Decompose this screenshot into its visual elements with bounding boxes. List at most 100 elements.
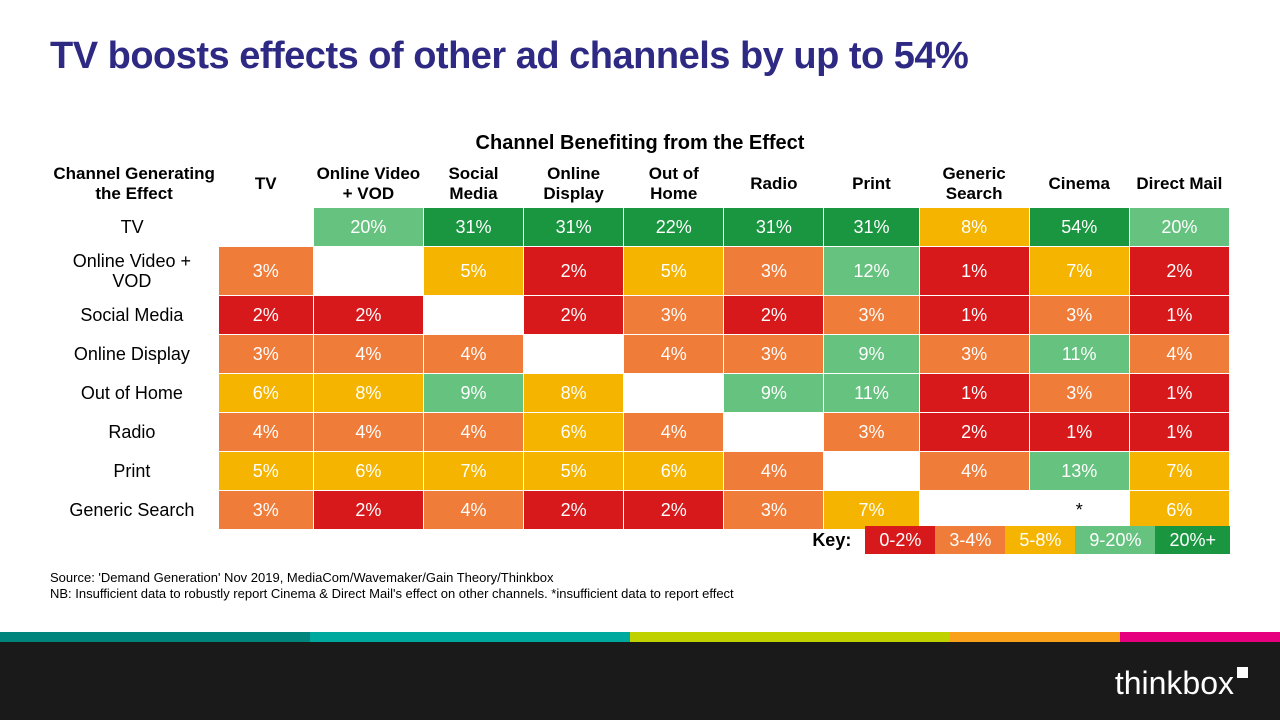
corner-label: Channel Generating the Effect <box>50 160 218 208</box>
table-row: TV20%31%31%22%31%31%8%54%20% <box>50 208 1230 247</box>
matrix-cell: 5% <box>218 452 313 491</box>
matrix-cell: 7% <box>1029 247 1129 296</box>
matrix-cell: 13% <box>1029 452 1129 491</box>
matrix-cell: 3% <box>824 296 919 335</box>
stripe-segment <box>0 632 310 642</box>
logo-text: thinkbox <box>1115 665 1234 702</box>
matrix-cell: 3% <box>624 296 724 335</box>
matrix-cell <box>919 491 1029 530</box>
matrix-cell: 4% <box>218 413 313 452</box>
matrix-cell: 3% <box>724 335 824 374</box>
row-label: Online Display <box>50 335 218 374</box>
matrix-cell <box>524 335 624 374</box>
col-header: Social Media <box>423 160 523 208</box>
matrix-cell: 2% <box>218 296 313 335</box>
row-label: TV <box>50 208 218 247</box>
matrix-cell: 6% <box>524 413 624 452</box>
matrix-cell: 4% <box>313 413 423 452</box>
matrix-cell: 3% <box>1029 296 1129 335</box>
matrix-cell: 4% <box>919 452 1029 491</box>
matrix-cell: 2% <box>1129 247 1229 296</box>
matrix-cell: 7% <box>1129 452 1229 491</box>
col-header: Online Video + VOD <box>313 160 423 208</box>
matrix-cell: 3% <box>919 335 1029 374</box>
matrix-cell: 1% <box>1129 296 1229 335</box>
source-line: Source: 'Demand Generation' Nov 2019, Me… <box>50 570 734 586</box>
matrix-cell: 2% <box>313 491 423 530</box>
matrix-cell <box>624 374 724 413</box>
matrix-cell: 9% <box>423 374 523 413</box>
row-label: Social Media <box>50 296 218 335</box>
effect-matrix: Channel Generating the Effect TV Online … <box>50 160 1230 530</box>
legend-swatch: 3-4% <box>935 526 1005 554</box>
row-label: Generic Search <box>50 491 218 530</box>
matrix-cell: 3% <box>218 491 313 530</box>
matrix-cell: 6% <box>624 452 724 491</box>
matrix-cell: 1% <box>919 296 1029 335</box>
table-row: Radio4%4%4%6%4%3%2%1%1% <box>50 413 1230 452</box>
col-header: Radio <box>724 160 824 208</box>
stripe-segment <box>630 632 950 642</box>
matrix-cell: 6% <box>313 452 423 491</box>
legend-swatch: 5-8% <box>1005 526 1075 554</box>
row-label: Out of Home <box>50 374 218 413</box>
matrix-cell: 1% <box>1129 374 1229 413</box>
table-title: Channel Benefiting from the Effect <box>0 132 1280 155</box>
matrix-cell: 7% <box>824 491 919 530</box>
matrix-cell: 7% <box>423 452 523 491</box>
matrix-cell: 1% <box>919 247 1029 296</box>
matrix-cell: 1% <box>1129 413 1229 452</box>
col-header: Direct Mail <box>1129 160 1229 208</box>
thinkbox-logo: thinkbox <box>1115 665 1248 702</box>
matrix-cell: 11% <box>1029 335 1129 374</box>
matrix-cell: 8% <box>313 374 423 413</box>
row-label: Radio <box>50 413 218 452</box>
table-row: Social Media2%2%2%3%2%3%1%3%1% <box>50 296 1230 335</box>
matrix-cell: 9% <box>824 335 919 374</box>
matrix-cell: 1% <box>1029 413 1129 452</box>
matrix-cell: 4% <box>313 335 423 374</box>
matrix-cell: 9% <box>724 374 824 413</box>
logo-square-icon <box>1237 667 1248 678</box>
matrix-cell: 4% <box>423 335 523 374</box>
stripe-segment <box>310 632 630 642</box>
matrix-cell: 2% <box>524 247 624 296</box>
stripe-segment <box>950 632 1120 642</box>
col-header: Cinema <box>1029 160 1129 208</box>
matrix-cell: 54% <box>1029 208 1129 247</box>
matrix-cell: 8% <box>919 208 1029 247</box>
matrix-cell: 2% <box>724 296 824 335</box>
matrix-cell: 5% <box>524 452 624 491</box>
slide: TV boosts effects of other ad channels b… <box>0 0 1280 720</box>
legend-swatch: 0-2% <box>865 526 935 554</box>
matrix-cell <box>218 208 313 247</box>
matrix-cell: 8% <box>524 374 624 413</box>
matrix-cell <box>724 413 824 452</box>
matrix-cell: 31% <box>824 208 919 247</box>
matrix-cell: 1% <box>919 374 1029 413</box>
col-header: TV <box>218 160 313 208</box>
matrix-cell <box>824 452 919 491</box>
matrix-cell: 3% <box>824 413 919 452</box>
matrix-cell: 4% <box>624 335 724 374</box>
matrix-cell: 5% <box>423 247 523 296</box>
table-row: Online Video + VOD3%5%2%5%3%12%1%7%2% <box>50 247 1230 296</box>
table-row: Print5%6%7%5%6%4%4%13%7% <box>50 452 1230 491</box>
matrix-cell: 4% <box>1129 335 1229 374</box>
matrix-cell: * <box>1029 491 1129 530</box>
matrix-cell: 6% <box>218 374 313 413</box>
matrix-cell: 3% <box>218 335 313 374</box>
table-row: Generic Search3%2%4%2%2%3%7%*6% <box>50 491 1230 530</box>
matrix-cell: 20% <box>1129 208 1229 247</box>
footer-bar: thinkbox <box>0 632 1280 720</box>
footnote: Source: 'Demand Generation' Nov 2019, Me… <box>50 570 734 603</box>
row-label: Print <box>50 452 218 491</box>
table-row: Online Display3%4%4%4%3%9%3%11%4% <box>50 335 1230 374</box>
matrix-cell: 3% <box>724 247 824 296</box>
stripe-segment <box>1120 632 1280 642</box>
matrix-cell: 5% <box>624 247 724 296</box>
matrix-cell: 31% <box>524 208 624 247</box>
matrix-cell: 20% <box>313 208 423 247</box>
matrix-cell: 2% <box>524 296 624 335</box>
col-header: Generic Search <box>919 160 1029 208</box>
